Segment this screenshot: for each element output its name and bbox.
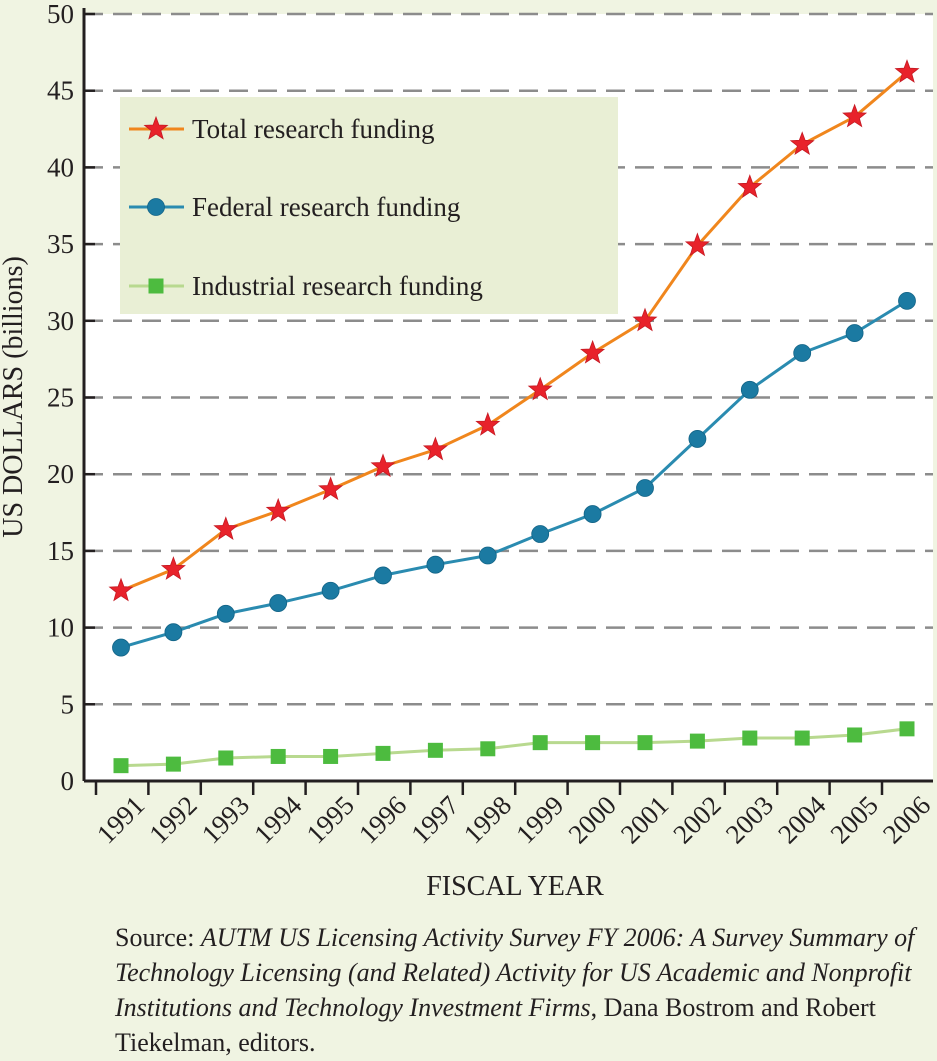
- x-tick-label: 2000: [563, 790, 622, 849]
- x-tick-label: 2001: [615, 790, 674, 849]
- star-marker: [370, 453, 396, 478]
- source-note: Source: AUTM US Licensing Activity Surve…: [115, 920, 915, 1060]
- star-marker: [160, 556, 186, 580]
- x-tick-label: 1994: [248, 790, 308, 850]
- star-marker: [632, 307, 658, 332]
- star-marker: [580, 339, 606, 364]
- star-marker: [527, 376, 553, 401]
- x-tick-label: 1992: [143, 790, 202, 849]
- series-line: [120, 299, 908, 649]
- x-tick-label: 1999: [510, 790, 569, 849]
- legend-square-icon: [148, 278, 164, 294]
- square-marker: [270, 748, 286, 764]
- square-marker: [427, 742, 443, 758]
- star-marker: [684, 232, 710, 257]
- circle-marker: [374, 566, 392, 585]
- legend-circle-icon: [147, 198, 165, 216]
- x-tick-label: 1998: [458, 790, 517, 849]
- square-marker: [165, 756, 181, 772]
- square-marker: [532, 735, 548, 751]
- x-tick-label: 2003: [720, 790, 779, 849]
- x-tick-label: 1993: [196, 790, 255, 849]
- y-tick-label: 40: [47, 152, 74, 182]
- square-marker: [480, 741, 496, 757]
- circle-marker: [216, 604, 235, 623]
- star-marker: [422, 436, 448, 461]
- legend-label: Total research funding: [192, 114, 435, 144]
- x-tick-label: 1995: [301, 790, 360, 849]
- star-marker: [213, 516, 239, 541]
- legend-star-icon: [143, 115, 169, 140]
- circle-marker: [898, 291, 916, 310]
- series-line: [120, 71, 908, 593]
- circle-marker: [164, 623, 183, 642]
- star-marker: [789, 131, 815, 156]
- y-tick-label: 5: [61, 689, 75, 719]
- x-axis-title: FISCAL YEAR: [426, 871, 604, 902]
- y-tick-label: 35: [47, 229, 74, 259]
- circle-marker: [845, 324, 864, 342]
- source-suffix: , Dana Bostrom and Robert Tiekelman, edi…: [115, 993, 876, 1057]
- circle-marker: [688, 430, 707, 448]
- x-tick-label: 1991: [91, 790, 150, 849]
- chart: Total research funding Federal research f…: [0, 0, 936, 902]
- star-marker: [737, 174, 763, 199]
- square-marker: [637, 735, 653, 751]
- circle-marker: [426, 555, 445, 574]
- star-marker: [842, 103, 868, 128]
- x-tick-label: 2004: [772, 790, 832, 850]
- x-tick-label: 1997: [405, 790, 464, 849]
- star-marker: [108, 577, 134, 602]
- y-tick-label: 25: [47, 383, 74, 413]
- square-marker: [113, 758, 129, 774]
- circle-marker: [478, 546, 497, 565]
- circle-marker: [583, 505, 602, 523]
- square-marker: [585, 735, 601, 751]
- source-title: AUTM US Licensing Activity Survey FY 200…: [115, 923, 915, 1022]
- y-tick-label: 30: [47, 306, 74, 336]
- square-marker: [323, 748, 339, 764]
- y-tick-label: 50: [47, 0, 74, 29]
- legend-box: [120, 97, 618, 314]
- square-marker: [742, 730, 758, 746]
- square-marker: [794, 730, 810, 746]
- y-tick-label: 10: [47, 613, 74, 643]
- square-marker: [689, 733, 705, 749]
- x-tick-label: 2002: [667, 790, 726, 849]
- circle-marker: [531, 525, 550, 543]
- y-tick-label: 20: [47, 459, 74, 489]
- circle-marker: [793, 344, 812, 362]
- square-marker: [375, 745, 391, 761]
- source-prefix: Source:: [115, 923, 201, 952]
- star-marker: [894, 59, 920, 83]
- star-marker: [318, 476, 344, 501]
- series-line: [120, 727, 908, 768]
- circle-marker: [321, 581, 340, 600]
- circle-marker: [740, 380, 759, 399]
- square-marker: [218, 750, 234, 766]
- y-tick-label: 0: [61, 766, 75, 796]
- square-marker: [899, 721, 915, 737]
- star-marker: [265, 497, 291, 522]
- x-tick-label: 1996: [353, 790, 412, 849]
- square-marker: [847, 727, 863, 743]
- y-tick-label: 45: [47, 76, 74, 106]
- circle-marker: [112, 638, 130, 657]
- legend-label: Industrial research funding: [192, 271, 483, 301]
- star-marker: [475, 411, 501, 436]
- circle-marker: [636, 479, 654, 497]
- y-axis-title: US DOLLARS (billions): [0, 256, 29, 538]
- legend-label: Federal research funding: [192, 192, 460, 222]
- x-tick-label: 2005: [825, 790, 884, 849]
- y-tick-label: 15: [47, 536, 74, 566]
- circle-marker: [269, 594, 288, 612]
- x-tick-label: 2006: [877, 790, 936, 849]
